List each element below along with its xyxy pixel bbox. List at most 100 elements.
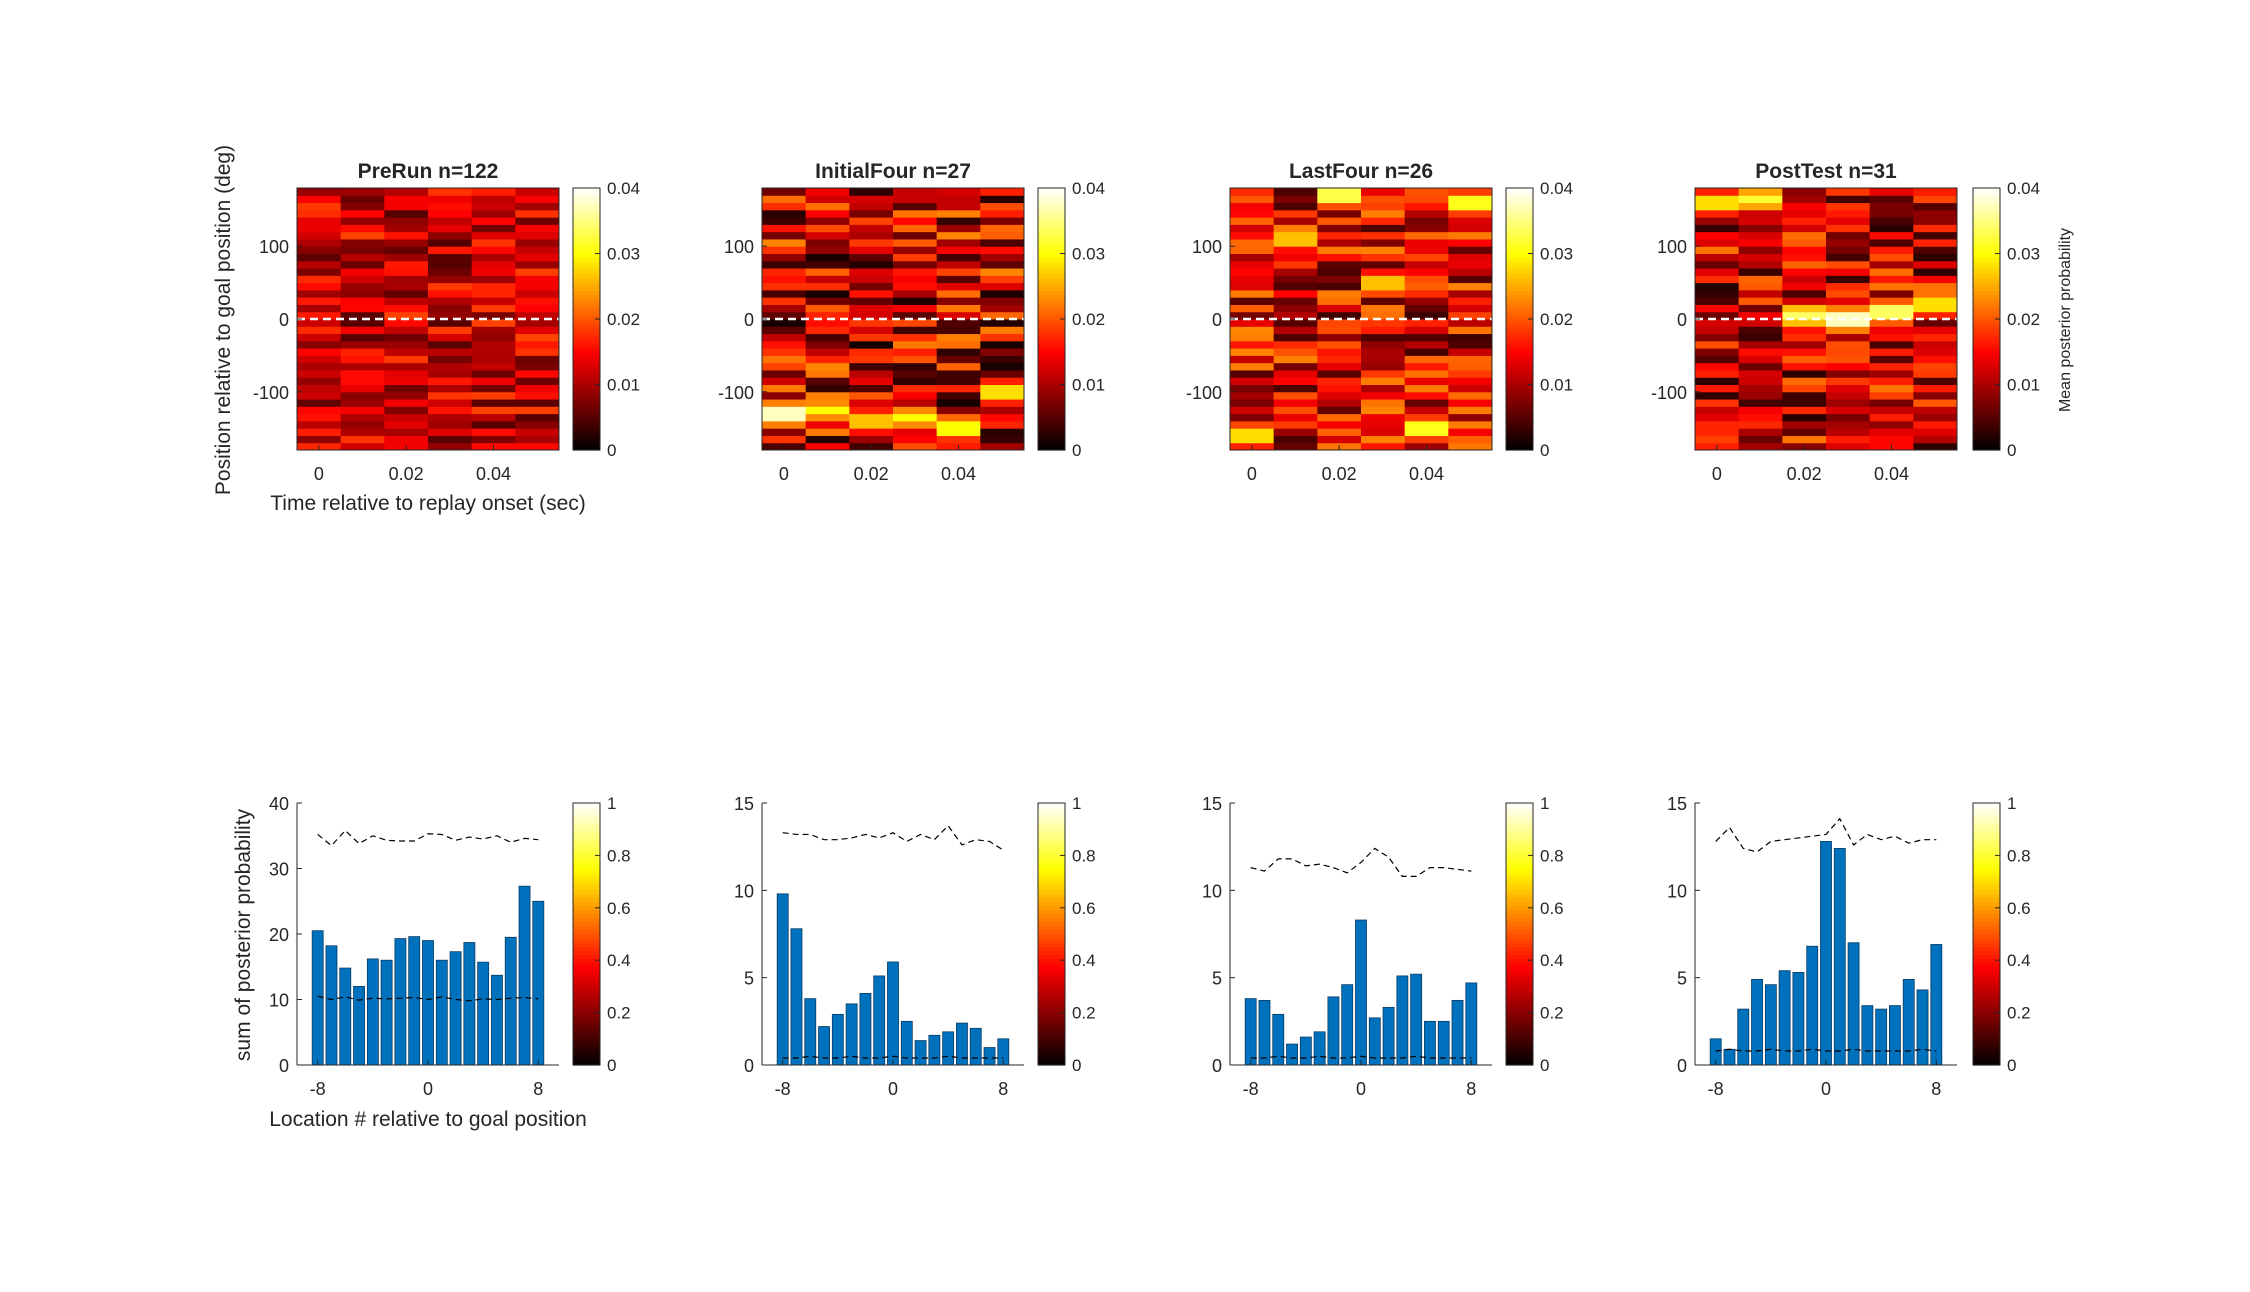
top-4-heatmap-cell [1738,420,1783,429]
top-4-heatmap-cell [1913,231,1958,240]
top-4-heatmap-cell [1738,209,1783,218]
top-1-heatmap-cell [340,289,385,298]
top-3-heatmap-cell [1448,391,1493,400]
top-4-heatmap-cell [1869,435,1914,444]
bottom-3-colorbar-tick-label: 0.6 [1540,899,1564,918]
top-3-heatmap-cell [1317,195,1362,204]
top-3-colorbar-segment [1506,364,1533,369]
bottom-1-colorbar-segment [573,938,600,943]
top-2-heatmap-cell [936,268,981,276]
top-2-heatmap-cell [980,420,1025,429]
top-2-colorbar-segment [1038,404,1065,410]
top-1-heatmap-cell [340,355,385,364]
top-1-heatmap-cell [515,369,560,378]
top-1-heatmap-cell [384,384,429,393]
top-2-heatmap-cell [893,413,938,422]
top-1-heatmap-cell [428,369,473,378]
top-2-heatmap-cell [936,326,981,335]
top-1-heatmap-cell [384,289,429,298]
top-3-heatmap-cell [1404,311,1449,320]
top-4-heatmap-cell [1695,384,1740,393]
bottom-4-bar [1737,1008,1750,1066]
top-4-heatmap-cell [1913,399,1958,407]
top-2-colorbar-segment [1038,339,1065,345]
bottom-2-bar [845,1003,858,1066]
bottom-1-colorbar-segment [573,843,600,849]
bottom-2-xtick-label: 8 [998,1079,1008,1099]
top-2-colorbar-segment [1038,241,1065,246]
top-4-heatmap-cell [1738,289,1783,298]
top-1-heatmap-cell [515,209,560,218]
top-4-colorbar-segment [1973,298,2000,304]
top-4-colorbar-tick-label: 0.02 [2007,310,2040,329]
top-2-heatmap-cell [936,195,981,204]
bottom-4-colorbar-segment [1973,843,2000,849]
top-4-heatmap-cell [1782,420,1827,429]
top-2-heatmap-cell [893,195,938,204]
top-4-heatmap-cell [1782,391,1827,400]
top-4-colorbar-segment [1973,368,2000,373]
top-4-heatmap-cell [1826,224,1871,233]
bottom-3-colorbar-segment [1506,991,1533,997]
top-4-colorbar-segment [1973,372,2000,377]
top-1-colorbar-segment [573,282,600,287]
top-2-heatmap-cell [893,348,938,356]
bottom-3-colorbar-segment [1506,1007,1533,1013]
top-3-heatmap-cell [1273,297,1318,305]
bottom-1-colorbar-segment [573,864,600,870]
bottom-1-colorbar-segment [573,1019,600,1025]
top-1-heatmap-cell [471,420,516,429]
top-3-colorbar-segment [1506,261,1533,267]
top-4-heatmap-cell [1826,362,1871,371]
top-1-heatmap-cell [297,209,342,218]
top-1-heatmap-cell [471,384,516,393]
top-3-heatmap-cell [1448,195,1493,204]
bottom-3-colorbar-segment [1506,1036,1533,1042]
top-4-heatmap-cell [1869,202,1914,211]
top-4-heatmap-cell [1826,333,1871,342]
bottom-2-colorbar-segment [1038,954,1065,960]
top-4-heatmap-cell [1695,238,1740,247]
top-2-colorbar-segment [1038,384,1065,390]
top-3-colorbar-segment [1506,306,1533,312]
top-1-heatmap-cell [297,326,342,335]
top-4-colorbar-segment [1973,433,2000,439]
top-4-colorbar-segment [1973,200,2000,205]
bottom-4-colorbar-tick-label: 0 [2007,1056,2016,1075]
top-1-heatmap-cell [340,202,385,211]
bottom-4-colorbar-segment [1973,1019,2000,1025]
top-4-heatmap-cell [1782,246,1827,254]
bottom-4-colorbar-segment [1973,970,2000,976]
top-1-colorbar-segment [573,400,600,406]
top-2-heatmap-cell [762,289,807,298]
top-2-heatmap-cell [849,304,894,313]
bottom-3-colorbar-segment [1506,970,1533,976]
bottom-3-colorbar-segment [1506,1048,1533,1054]
top-2-heatmap-cell [980,442,1025,451]
top-1-heatmap-cell [384,209,429,218]
top-3-heatmap-cell [1273,238,1318,247]
bottom-3-colorbar-frame [1505,802,1534,1066]
top-4-heatmap-cell [1695,333,1740,342]
top-3-colorbar-segment [1506,290,1533,296]
top-2-colorbar-segment [1038,380,1065,386]
top-3-colorbar-segment [1506,228,1533,234]
top-2-heatmap-cell [893,399,938,407]
top-3-heatmap-cell [1273,413,1318,422]
top-3-heatmap-cell [1273,224,1318,233]
bottom-1-colorbar-segment [573,979,600,984]
top-2-heatmap-cell [849,362,894,371]
top-4-heatmap-cell [1913,253,1958,262]
top-1-colorbar-segment [573,224,600,230]
top-1-xtick-label: 0 [314,464,324,484]
top-3-heatmap-cell [1230,304,1275,313]
top-2-heatmap-cell [980,362,1025,371]
top-1-heatmap-cell [428,217,473,225]
top-1-heatmap-cell [515,217,560,225]
top-1-heatmap-cell [471,238,516,247]
top-4-colorbar-segment [1973,257,2000,263]
top-1-heatmap-cell [384,399,429,407]
bottom-2-colorbar-segment [1038,946,1065,951]
bottom-1-colorbar-segment [573,1044,600,1050]
bottom-3-colorbar-segment [1506,1056,1533,1062]
